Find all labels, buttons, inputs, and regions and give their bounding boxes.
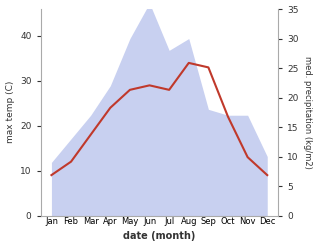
X-axis label: date (month): date (month): [123, 231, 196, 242]
Y-axis label: med. precipitation (kg/m2): med. precipitation (kg/m2): [303, 56, 313, 169]
Y-axis label: max temp (C): max temp (C): [5, 81, 15, 144]
